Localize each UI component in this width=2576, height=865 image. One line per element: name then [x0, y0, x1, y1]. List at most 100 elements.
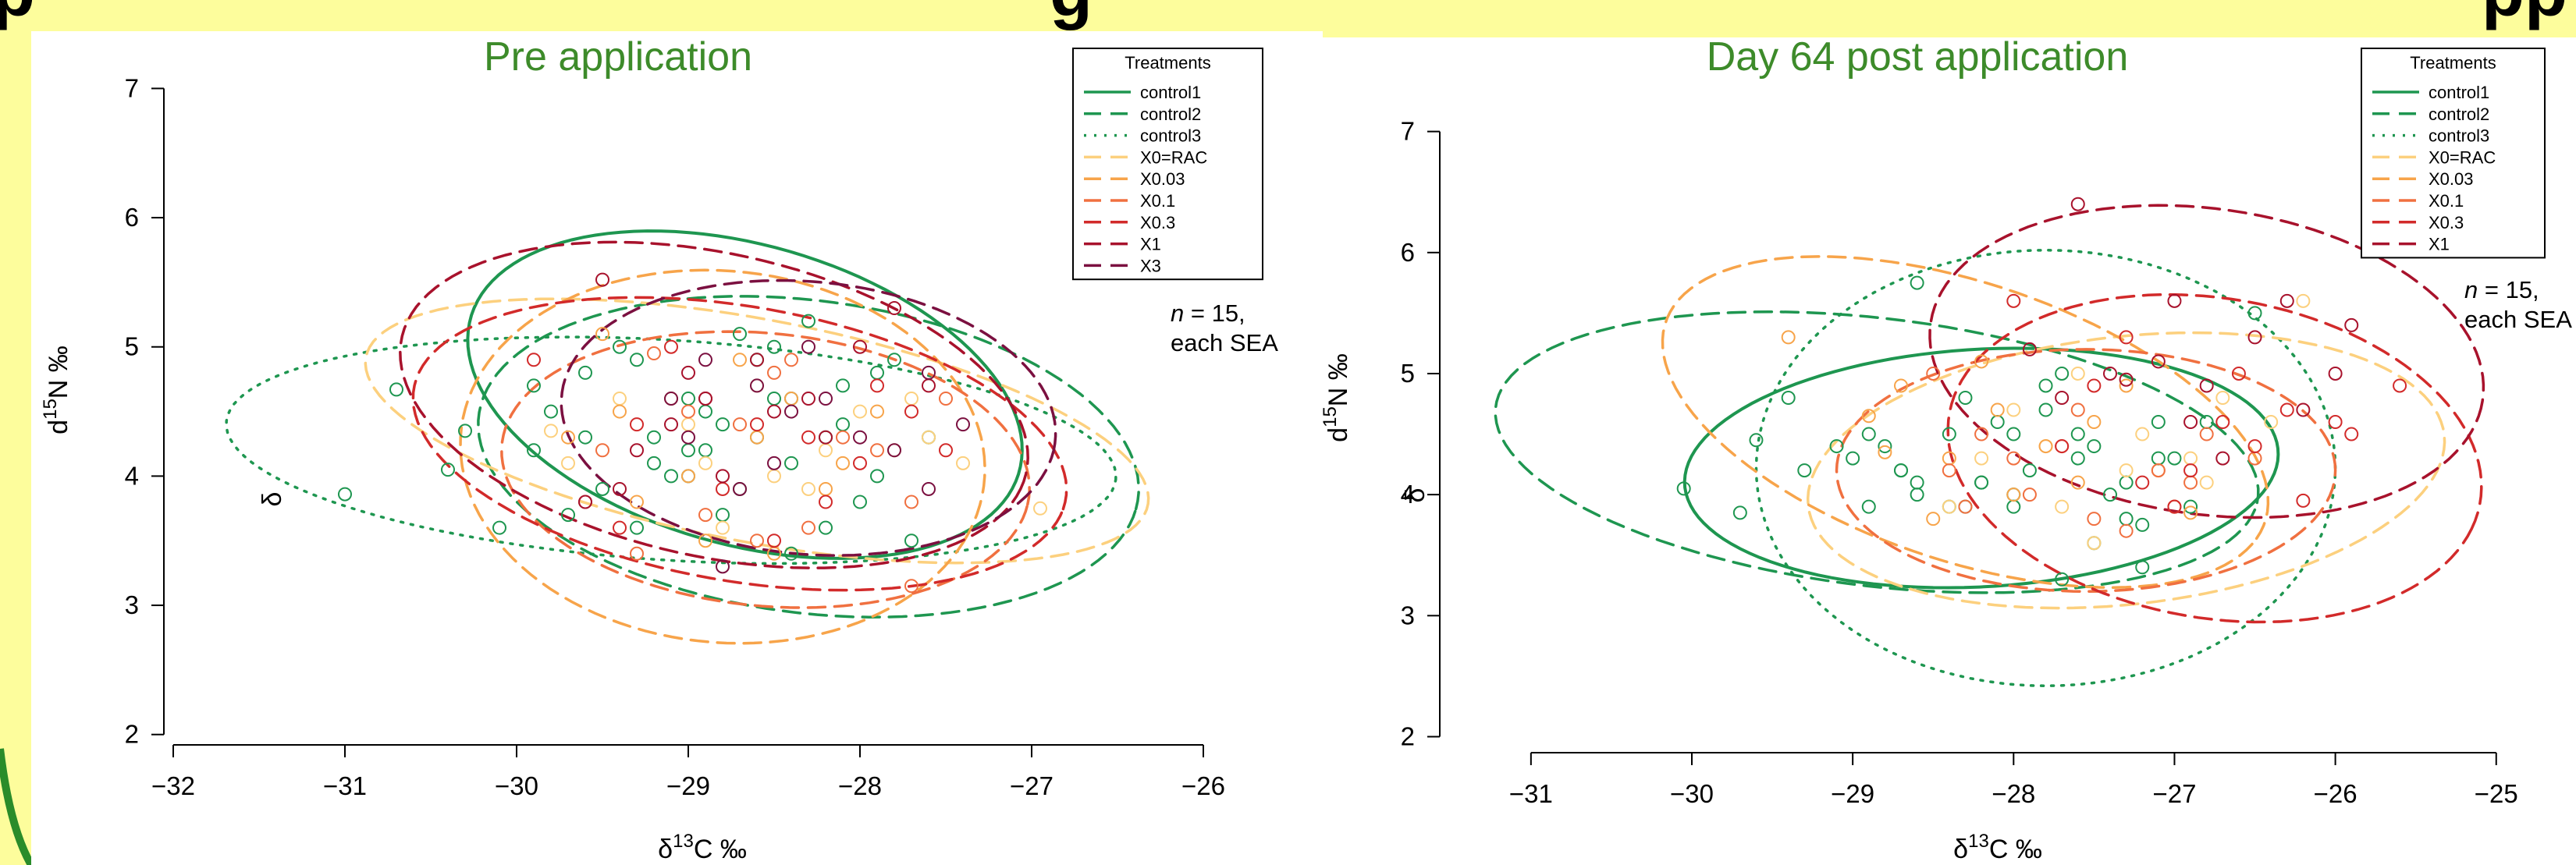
data-point-X1	[2296, 402, 2311, 417]
x-axis-label: δ13C ‰	[658, 831, 747, 864]
data-point-X0.1	[595, 443, 609, 458]
data-point-X0=RAC	[698, 456, 712, 470]
data-point-X1	[630, 443, 644, 458]
data-point-X0.1	[1974, 427, 1989, 441]
data-point-X0.3	[2247, 439, 2262, 454]
x-tick-label: −29	[1831, 779, 1874, 808]
data-point-X0.1	[1926, 366, 1941, 381]
data-point-X0.03	[836, 456, 850, 470]
y-tick-label: 5	[1401, 359, 1415, 388]
data-point-X0=RAC	[956, 456, 970, 470]
data-point-X0.03	[1974, 354, 1989, 369]
y-axis-label: d15N ‰	[40, 346, 73, 434]
data-point-X1	[2119, 372, 2134, 387]
data-points	[338, 272, 1047, 594]
data-point-X0.1	[1958, 499, 1973, 514]
data-point-X0.3	[2087, 378, 2102, 393]
axes: 2 3 4 5 6 7 −32 −31 −30 −29 −28 −27 −26 δ13C ‰ d15N ‰ δ	[40, 73, 1225, 864]
data-point-control3	[458, 424, 472, 438]
data-point-control2	[1781, 391, 1796, 405]
sea-ellipse-X3	[560, 278, 1057, 557]
legend: Treatments control1 control2 control3X0=RAC…	[1072, 48, 1263, 281]
data-point-X0=RAC	[1974, 451, 1989, 466]
data-point-X0.3	[2344, 427, 2359, 441]
legend-entry-control2: control2	[2429, 105, 2489, 124]
data-point-X0.3	[2393, 378, 2407, 393]
data-point-X0.03	[2183, 505, 2198, 520]
data-point-control2	[544, 404, 558, 419]
data-point-X1	[613, 481, 627, 496]
data-point-control2	[1732, 505, 1747, 520]
data-point-control2	[2135, 517, 2150, 532]
data-point-X0.3	[527, 353, 541, 367]
x-tick-label: −32	[151, 771, 195, 800]
legend-box	[1072, 48, 1263, 281]
data-point-control2	[1676, 481, 1691, 496]
sea-ellipse-control1	[466, 229, 1024, 560]
x-tick-label: −31	[323, 771, 367, 800]
data-point-X1	[2103, 366, 2117, 381]
data-point-X1	[595, 272, 609, 287]
legend-box	[2361, 48, 2546, 259]
data-point-X0.03	[870, 404, 884, 419]
data-point-X0.03	[2038, 439, 2053, 454]
data-point-X1	[2328, 366, 2343, 381]
legend-entry-X3: X3	[1140, 256, 1161, 275]
data-point-control2	[2103, 487, 2117, 502]
data-point-X3	[956, 417, 970, 432]
data-point-X0.1	[836, 430, 850, 445]
legend-entry-X1: X1	[2429, 235, 2450, 254]
data-point-control1	[2087, 439, 2102, 454]
data-point-X0.1	[750, 534, 764, 548]
legend-entry-control1: control1	[1140, 83, 1201, 102]
x-tick-label: −26	[2314, 779, 2357, 808]
data-point-control1	[595, 481, 609, 496]
y-tick-label: 7	[125, 73, 139, 102]
data-point-X0.3	[904, 404, 918, 419]
data-point-control3	[1910, 487, 1924, 502]
data-point-X0.1	[2087, 512, 2102, 526]
sea-ellipse-control3	[1754, 248, 2337, 688]
data-point-X0=RAC	[1942, 499, 1956, 514]
legend-entry-X0.03: X0.03	[2429, 169, 2474, 189]
data-point-X3	[767, 456, 781, 470]
data-point-X0.03	[1861, 409, 1876, 424]
legend-entry-X0=RAC: X0=RAC	[2429, 147, 2496, 167]
data-point-X0.3	[2055, 439, 2070, 454]
data-point-control2	[1894, 463, 1908, 478]
data-point-X3	[733, 481, 747, 496]
data-point-X0.1	[870, 443, 884, 458]
data-point-X0.3	[870, 378, 884, 393]
data-point-X1	[819, 430, 833, 445]
data-point-control3	[2183, 499, 2198, 514]
data-point-control2	[664, 469, 678, 484]
x-axis-label: δ13C ‰	[1953, 831, 2042, 864]
data-point-X3	[681, 430, 695, 445]
data-point-X1	[2247, 330, 2262, 345]
data-point-X3	[784, 404, 798, 419]
data-point-X0.1	[630, 546, 644, 561]
axes: 2 3 4 5 6 7 −31 −30 −29 −28 −27 −26 −25 δ13C ‰ d15N ‰ δ	[1320, 117, 2518, 864]
data-point-X0.1	[801, 520, 815, 535]
banner-fragment-left: p	[0, 0, 35, 31]
data-point-X0=RAC	[2119, 463, 2134, 478]
data-point-X0.03	[2119, 378, 2134, 393]
data-point-control2	[853, 495, 867, 509]
y-tick-label: 2	[1401, 721, 1415, 750]
data-point-X0.03	[1781, 330, 1796, 345]
data-point-control3	[647, 456, 661, 470]
data-point-control3	[492, 520, 506, 535]
data-point-X0.1	[784, 353, 798, 367]
data-point-control2	[716, 417, 730, 432]
legend-entry-X0.3: X0.3	[2429, 213, 2464, 232]
legend-entry-X0.1: X0.1	[2429, 191, 2464, 211]
data-point-X0.3	[750, 417, 764, 432]
data-point-control3	[2022, 463, 2037, 478]
data-point-X0=RAC	[853, 404, 867, 419]
data-point-control1	[527, 378, 541, 393]
data-point-X0.03	[595, 327, 609, 342]
data-point-X0.1	[2119, 523, 2134, 538]
legend-entry-X0.3: X0.3	[1140, 213, 1175, 232]
data-point-control2	[1861, 427, 1876, 441]
data-point-control2	[441, 463, 455, 477]
